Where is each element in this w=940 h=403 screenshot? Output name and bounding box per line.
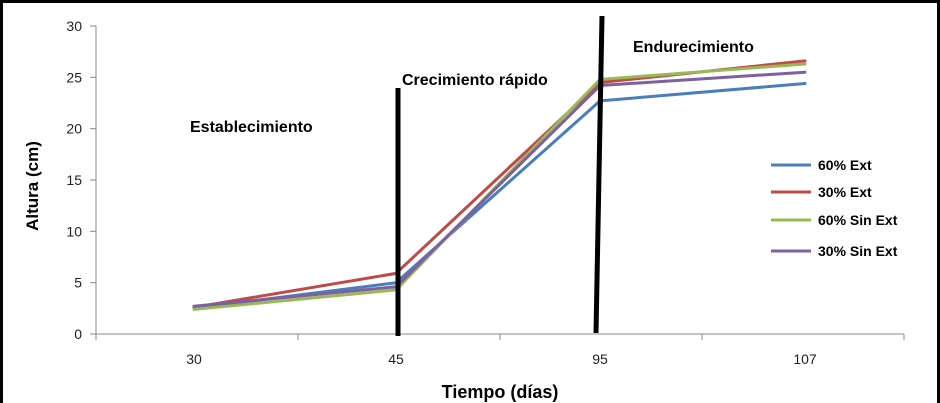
phase-dividers [395, 15, 605, 336]
y-tick-label: 10 [66, 223, 82, 239]
x-ticks: 30 45 95 107 [95, 334, 905, 367]
x-tick-label: 107 [793, 351, 817, 367]
y-tick-label: 20 [66, 121, 82, 137]
legend-label: 30% Sin Ext [818, 243, 898, 259]
y-tick-label: 30 [66, 18, 82, 34]
legend-label: 60% Sin Ext [818, 212, 898, 228]
x-tick-label: 30 [186, 351, 202, 367]
series-line [192, 82, 807, 310]
y-axis-title: Altura (cm) [23, 141, 42, 231]
y-tick-label: 5 [74, 275, 82, 291]
phase-label: Endurecimiento [633, 39, 754, 56]
legend-label: 60% Ext [818, 157, 872, 173]
y-tick-label: 0 [74, 326, 82, 342]
phase-divider-line [593, 15, 605, 334]
x-tick-label: 95 [592, 351, 608, 367]
series-lines [192, 59, 807, 311]
legend-label: 30% Ext [818, 184, 872, 200]
legend: 60% Ext 30% Ext 60% Sin Ext 30% Sin Ext [771, 157, 898, 259]
y-tick-label: 15 [66, 172, 82, 188]
x-axis-title: Tiempo (días) [442, 382, 559, 402]
y-ticks: 0 5 10 15 20 25 30 [66, 18, 96, 342]
phase-label: Crecimiento rápido [402, 72, 548, 89]
series-line [192, 70, 807, 308]
x-tick-label: 45 [388, 351, 404, 367]
phase-label: Establecimiento [190, 119, 313, 136]
annotations: Establecimiento Crecimiento rápido Endur… [190, 39, 754, 136]
y-tick-label: 25 [66, 69, 82, 85]
